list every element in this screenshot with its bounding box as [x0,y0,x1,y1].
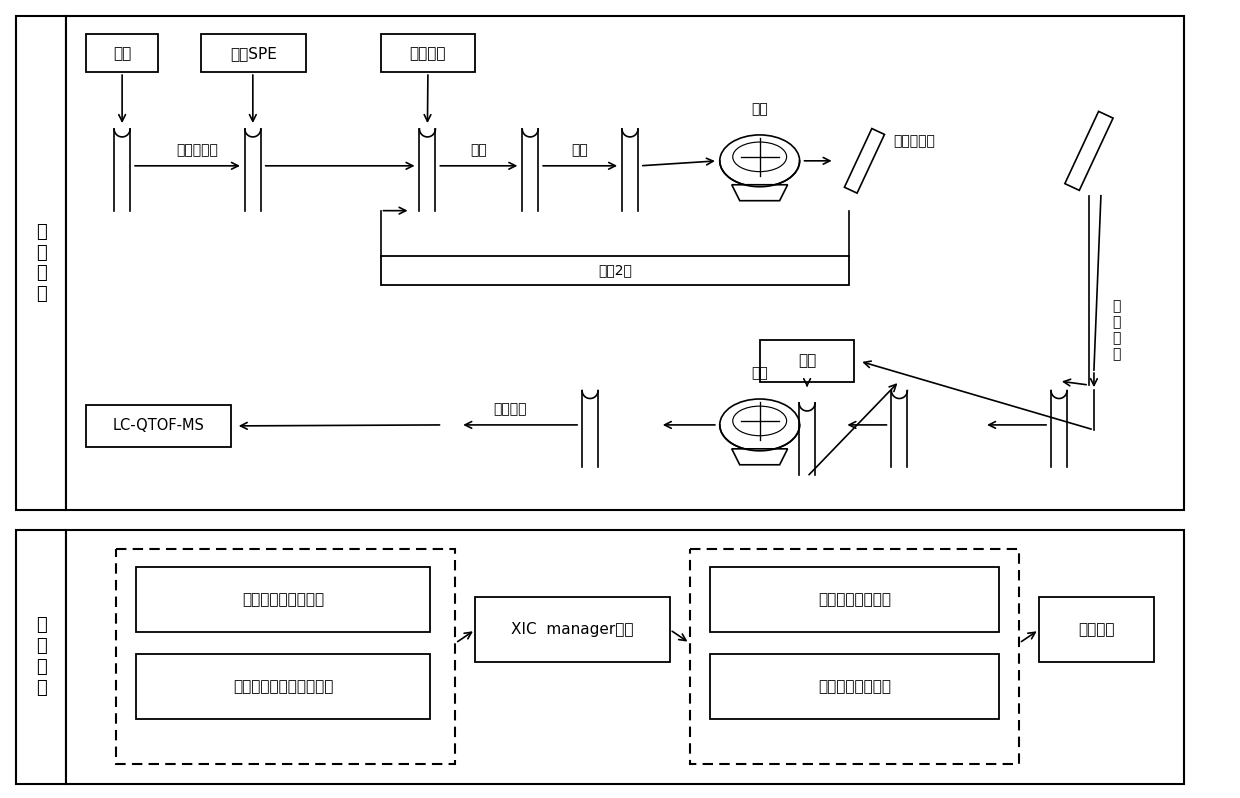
Bar [689,550,1019,764]
Ellipse shape [719,135,800,187]
Bar [201,34,306,72]
Text: 一级质谱比对分析: 一级质谱比对分析 [818,592,892,607]
Polygon shape [1065,112,1114,191]
Text: 取上清液: 取上清液 [494,402,527,416]
Bar [117,550,455,764]
Text: 重复2次: 重复2次 [598,263,632,278]
Text: 提
取
流
程: 提 取 流 程 [36,223,47,303]
Text: 物质确认: 物质确认 [1079,622,1115,637]
Text: 涡旋: 涡旋 [470,143,487,157]
Text: 离心: 离心 [751,102,768,116]
Bar [381,34,475,72]
Polygon shape [732,448,787,464]
Ellipse shape [733,142,786,172]
Text: 有机溶剂: 有机溶剂 [409,45,446,61]
Text: XIC  manager分析: XIC manager分析 [511,622,634,637]
Text: 离心: 离心 [751,366,768,380]
Text: 氮
吹
近
干: 氮 吹 近 干 [1112,299,1121,361]
Polygon shape [732,185,787,200]
Bar [709,567,999,632]
Bar [66,530,1184,784]
Text: LC-QTOF-MS: LC-QTOF-MS [113,418,205,433]
Bar [87,34,157,72]
Bar [16,16,66,510]
Bar [1039,598,1153,662]
Bar [66,16,1184,510]
Text: 筛
查
流
程: 筛 查 流 程 [36,616,47,697]
Text: 若干小钢珠: 若干小钢珠 [176,143,218,157]
Bar [87,405,231,447]
Text: 二级质谱比对分析: 二级质谱比对分析 [818,679,892,694]
Text: 建立极性有机污染物清单: 建立极性有机污染物清单 [233,679,334,694]
Bar [709,654,999,719]
Text: 定容: 定容 [799,354,816,369]
Text: 建立高分辨质谱方法: 建立高分辨质谱方法 [242,592,325,607]
Bar [381,255,849,286]
Ellipse shape [719,399,800,451]
Polygon shape [844,128,884,193]
Bar [760,340,854,382]
Bar [136,567,430,632]
Ellipse shape [733,406,786,436]
Text: 血液: 血液 [113,45,131,61]
Bar [136,654,430,719]
Text: 分散SPE: 分散SPE [229,45,277,61]
Bar [16,530,66,784]
Text: 合并上清液: 合并上清液 [893,134,935,148]
Text: 超声: 超声 [572,143,589,157]
Bar [475,598,670,662]
